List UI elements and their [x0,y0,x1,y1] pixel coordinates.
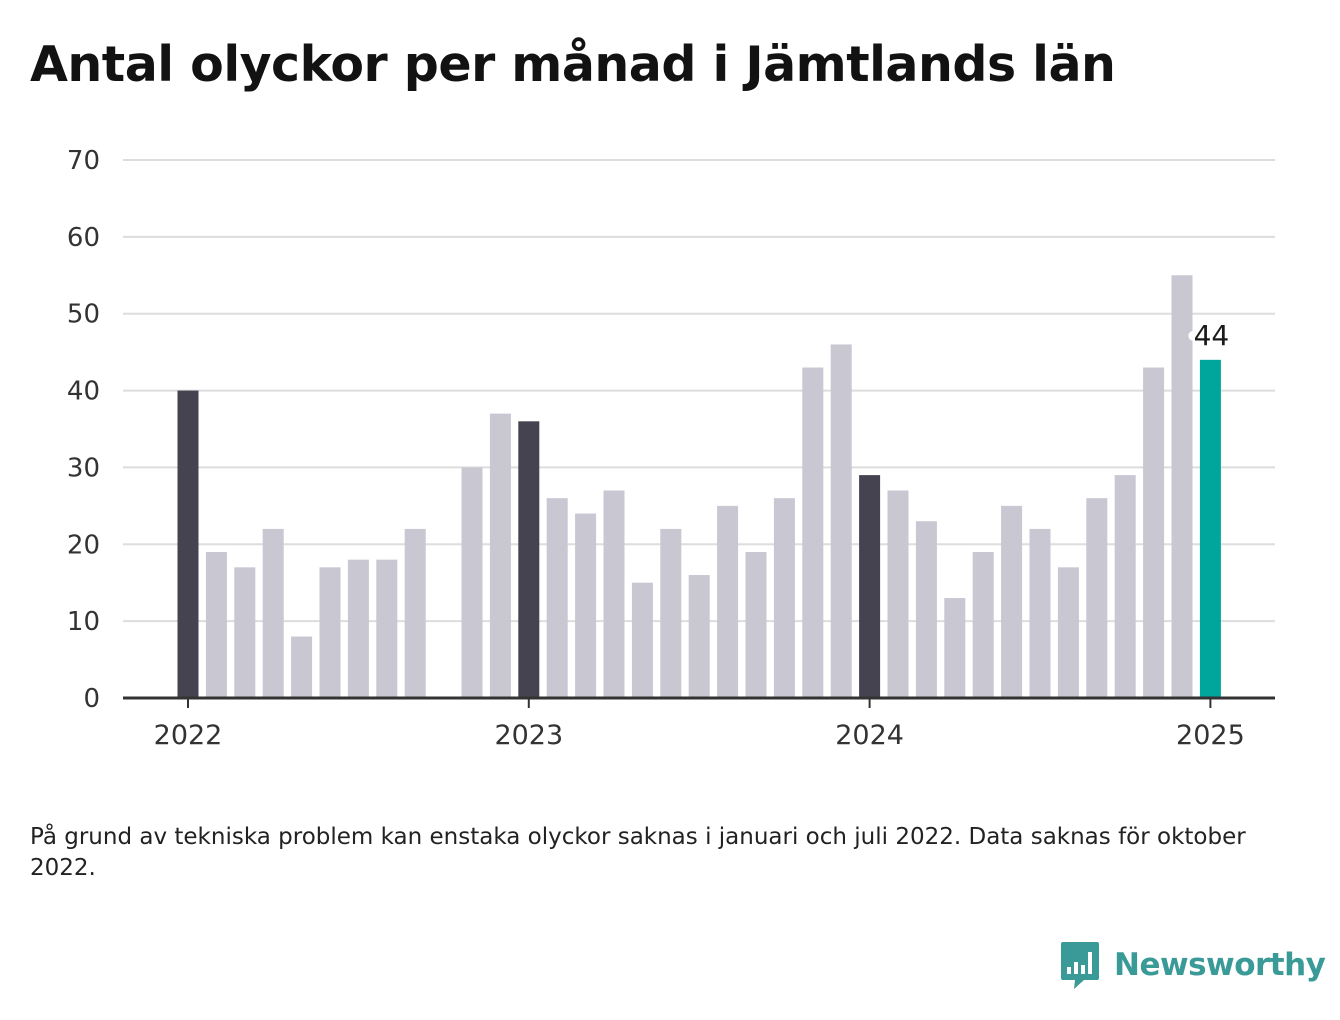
bar-2022-12 [489,413,511,698]
bar-2023-01 [518,421,540,698]
bar-2022-07 [347,559,369,698]
bar-2024-07 [1029,528,1051,698]
bar-2023-08 [717,505,739,698]
y-tick-label: 40 [67,377,100,407]
bar-2024-11 [1143,367,1165,698]
bar-2023-06 [660,528,682,698]
bar-2023-09 [745,551,767,698]
bar-2024-05 [972,551,994,698]
bar-2024-03 [915,521,937,698]
y-tick-label: 0 [83,684,100,714]
bar-2023-07 [688,575,710,698]
footnote: På grund av tekniska problem kan enstaka… [30,824,1246,881]
data-label: 44 [1194,319,1230,352]
bar-2024-01 [859,475,881,698]
bar-2024-10 [1114,475,1136,698]
y-axis-ticks: 0 10 20 30 40 50 60 70 [67,146,100,714]
y-tick-label: 30 [67,453,100,483]
bar-2023-12 [830,344,852,698]
bar-2024-02 [887,490,909,698]
bar-2024-04 [944,598,966,698]
y-tick-label: 50 [67,300,100,330]
x-axis: 2022 2023 2024 2025 [123,696,1275,751]
bar-2024-12 [1171,275,1193,698]
bar-2022-06 [319,567,341,698]
bar-2023-10 [773,498,795,698]
chart-title: Antal olyckor per månad i Jämtlands län [30,36,1116,93]
bar-2022-09 [404,528,426,698]
bar-chart: 0 10 20 30 40 50 60 70 2022 2023 2024 2025 44 [67,146,1275,751]
bar-2024-09 [1086,498,1108,698]
bar-2023-11 [802,367,824,698]
x-tick-label: 2025 [1176,720,1245,751]
bar-2022-01 [177,390,199,698]
bar-2023-02 [546,498,568,698]
x-tick-label: 2024 [835,720,904,751]
bar-2023-03 [575,513,597,698]
bar-2022-11 [461,467,483,698]
y-tick-label: 20 [67,530,100,560]
bar-2025-01 [1199,359,1221,698]
y-tick-label: 60 [67,223,100,253]
y-tick-label: 10 [67,607,100,637]
brand-logo[interactable]: Newsworthy [1060,938,1326,992]
bar-2023-05 [631,582,653,698]
bar-2024-06 [1001,505,1023,698]
bar-2022-05 [291,636,313,698]
annotation-dot [1188,330,1199,341]
bar-2022-02 [205,551,227,698]
y-tick-label: 70 [67,146,100,176]
brand-name: Newsworthy [1114,947,1326,983]
bars [177,275,1221,698]
annotation: 44 [1188,319,1229,352]
bar-2022-04 [262,528,284,698]
bar-2022-08 [376,559,398,698]
gridlines [123,159,1275,623]
newsworthy-logo-icon [1061,942,1099,989]
x-tick-label: 2023 [494,720,563,751]
bar-2023-04 [603,490,625,698]
bar-2024-08 [1057,567,1079,698]
x-tick-label: 2022 [154,720,223,751]
bar-2022-03 [234,567,256,698]
